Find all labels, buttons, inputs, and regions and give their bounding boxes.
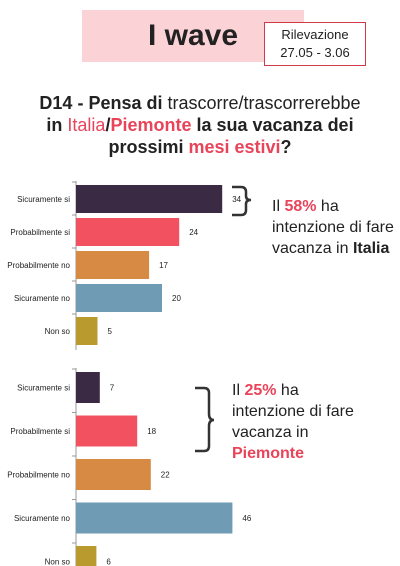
survey-date-box: Rilevazione 27.05 - 3.06 xyxy=(264,22,366,66)
note-piemonte-pct: 25% xyxy=(244,382,277,399)
question-prossimi: prossimi xyxy=(108,137,189,157)
value-label: 22 xyxy=(161,471,170,480)
chart-piemonte: Sicuramente si 7 Probabilmente si 18 Probabi… xyxy=(7,368,252,566)
note-piemonte: Il 25% ha intenzione di fare vacanza in … xyxy=(232,380,354,464)
value-label: 46 xyxy=(242,514,251,523)
question-mark: ? xyxy=(280,137,292,157)
brace-italia xyxy=(232,185,252,217)
note-piemonte-line3: vacanza in xyxy=(232,424,309,441)
survey-dates: 27.05 - 3.06 xyxy=(280,45,350,60)
brace-piemonte xyxy=(195,386,215,453)
category-label: Sicuramente no xyxy=(14,294,71,303)
question-line2-rest: la sua vacanza dei xyxy=(191,115,354,135)
question-slash: / xyxy=(105,115,111,135)
category-label: Sicuramente si xyxy=(17,384,70,393)
bar xyxy=(76,372,100,403)
note-italia-pre: Il xyxy=(272,198,285,215)
bar xyxy=(76,284,162,312)
wave-title: I wave xyxy=(147,19,239,52)
bar xyxy=(76,415,138,447)
note-italia-line2: intenzione di fare xyxy=(272,219,394,236)
bar xyxy=(76,251,150,279)
note-italia-place: Italia xyxy=(352,240,390,257)
category-label: Non so xyxy=(45,327,71,336)
survey-label: Rilevazione xyxy=(281,27,349,42)
note-italia-pct: 58% xyxy=(284,198,317,215)
bar xyxy=(76,317,98,345)
bar xyxy=(76,218,180,246)
value-label: 7 xyxy=(110,384,115,393)
question-prefix: D14 - Pensa di xyxy=(39,93,168,113)
question-piemonte: Piemonte xyxy=(110,115,192,135)
note-piemonte-pre: Il xyxy=(232,382,245,399)
category-label: Sicuramente no xyxy=(14,514,71,523)
value-label: 18 xyxy=(147,427,156,436)
bar xyxy=(76,502,233,534)
value-label: 24 xyxy=(189,228,198,237)
bar xyxy=(76,459,151,490)
category-label: Probabilmente si xyxy=(10,427,70,436)
question-mesi-estivi: mesi estivi xyxy=(188,137,281,157)
category-label: Sicuramente si xyxy=(17,195,70,204)
bar xyxy=(76,185,223,213)
question-text: D14 - Pensa di trascorre/trascorrerebbe … xyxy=(6,92,394,158)
note-italia-mid: ha xyxy=(316,198,339,215)
bar xyxy=(76,546,97,566)
category-label: Non so xyxy=(45,558,71,566)
value-label: 20 xyxy=(172,294,181,303)
category-label: Probabilmente no xyxy=(7,471,70,480)
value-label: 6 xyxy=(106,558,111,566)
question-in: in xyxy=(46,115,68,135)
note-piemonte-line2: intenzione di fare xyxy=(232,403,354,420)
question-verb: trascorre/trascorrerebbe xyxy=(167,93,361,113)
note-italia: Il 58% ha intenzione di fare vacanza in … xyxy=(272,196,394,259)
value-label: 5 xyxy=(108,327,113,336)
value-label: 34 xyxy=(232,195,241,204)
question-italia: Italia xyxy=(67,115,106,135)
note-piemonte-mid: ha xyxy=(276,382,299,399)
category-label: Probabilmente no xyxy=(7,261,70,270)
chart-italia: Sicuramente si 34 Probabilmente si 24 Probab… xyxy=(7,181,242,350)
note-piemonte-place: Piemonte xyxy=(232,445,305,462)
note-italia-line3: vacanza in xyxy=(272,240,353,257)
category-label: Probabilmente si xyxy=(10,228,70,237)
value-label: 17 xyxy=(159,261,168,270)
